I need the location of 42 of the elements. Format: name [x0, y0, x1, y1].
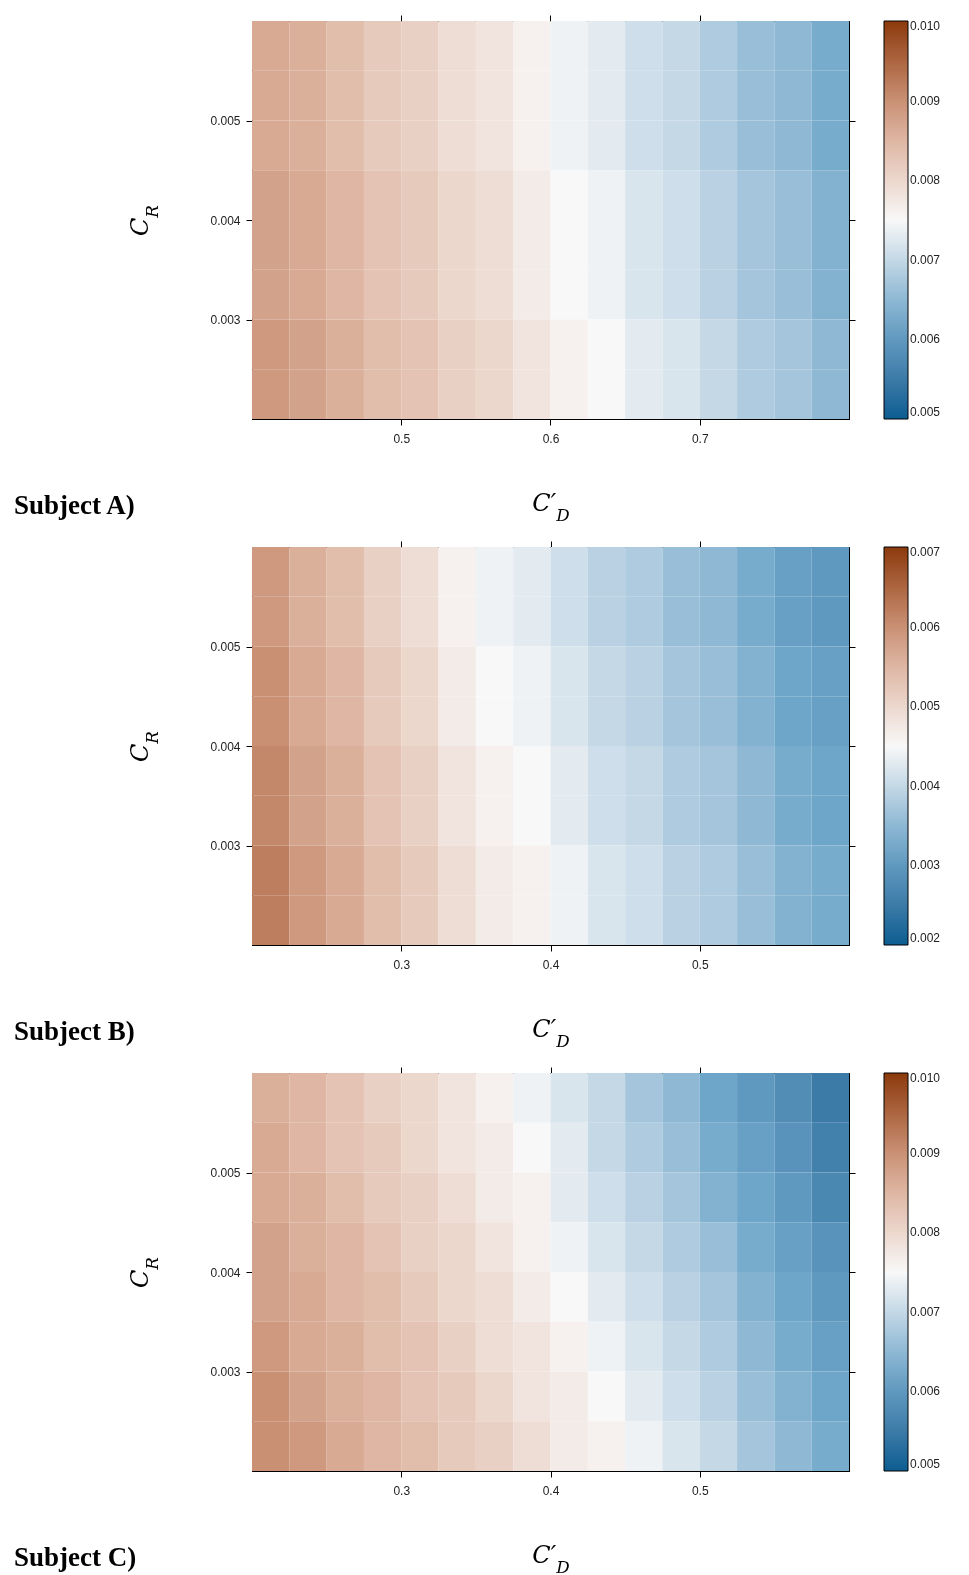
y-tick-label: 0.003	[210, 1365, 241, 1379]
color-bar-label: 0.009	[910, 1145, 941, 1160]
x-tick-label: 0.3	[393, 1483, 411, 1498]
text: Subject A)	[14, 490, 135, 520]
x-tick-label: 0.5	[691, 957, 709, 972]
color-bar-label: 0.007	[910, 545, 941, 559]
color-bar-label: 0.007	[910, 1304, 941, 1319]
color-bar-label: 0.009	[910, 93, 941, 108]
y-tick-label: 0.004	[210, 1265, 241, 1280]
color-bar-label: 0.004	[910, 778, 941, 793]
x-tick-label: 0.4	[542, 1483, 560, 1498]
x-tick-label: 0.5	[691, 1483, 709, 1498]
y-tick-label: 0.003	[210, 839, 241, 853]
text: Subject B)	[14, 1016, 135, 1046]
color-bar-label: 0.006	[910, 619, 941, 634]
y-tick-label: 0.005	[210, 640, 241, 654]
x-axis-title: C′$_{D}$	[532, 488, 571, 525]
color-bar-label: 0.005	[910, 699, 941, 714]
x-tick-label: 0.6	[542, 431, 560, 446]
color-bar-label: 0.008	[910, 1225, 941, 1240]
x-tick-label: 0.7	[691, 431, 709, 446]
color-bar-label: 0.006	[910, 1384, 941, 1399]
color-bar-label: 0.008	[910, 173, 941, 188]
color-bar-label: 0.010	[910, 19, 941, 33]
x-tick-label: 0.5	[393, 431, 411, 446]
x-axis-title: C′$_{D}$	[532, 1540, 571, 1575]
color-bar-label: 0.003	[910, 858, 941, 873]
color-bar-label: 0.005	[910, 405, 941, 419]
y-tick-label: 0.004	[210, 739, 241, 754]
color-bar-label: 0.006	[910, 332, 941, 347]
y-tick-label: 0.005	[210, 1166, 241, 1180]
y-tick-label: 0.004	[210, 213, 241, 228]
text: Subject C)	[14, 1542, 137, 1572]
y-tick-label: 0.005	[210, 114, 241, 128]
y-tick-label: 0.003	[210, 313, 241, 327]
color-bar-label: 0.002	[910, 931, 941, 945]
color-bar-label: 0.005	[910, 1457, 941, 1471]
color-bar-label: 0.007	[910, 252, 941, 267]
color-bar-label: 0.010	[910, 1071, 941, 1085]
x-tick-label: 0.3	[393, 957, 411, 972]
x-tick-label: 0.4	[542, 957, 560, 972]
x-axis-title: C′$_{D}$	[532, 1014, 571, 1051]
